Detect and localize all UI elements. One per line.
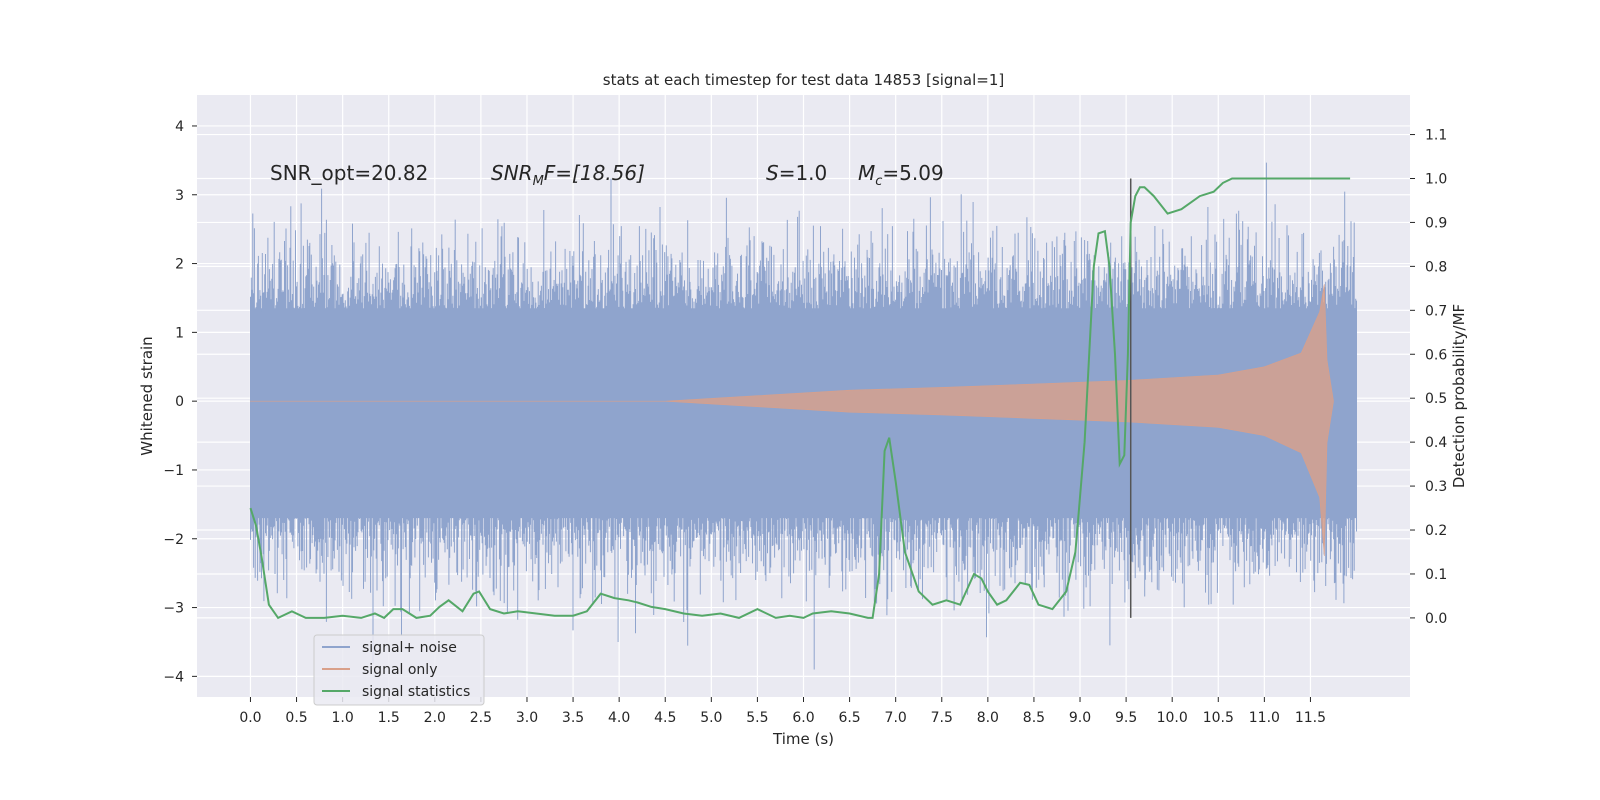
x-tick-13: 6.5 <box>838 710 860 726</box>
legend-label-signal-plus-noise: signal+ noise <box>362 640 457 656</box>
x-tick-11: 5.5 <box>746 710 768 726</box>
series-signal-statistics <box>249 177 1351 620</box>
legend-label-signal-only: signal only <box>362 662 437 678</box>
legend-box <box>313 634 485 706</box>
x-tick-14: 7.0 <box>885 710 907 726</box>
annotation-mc-symbol: M <box>858 161 875 185</box>
annotation-snr-mf-value: F=[18.56] <box>544 161 645 185</box>
right-tick-10: 1.0 <box>1425 171 1447 187</box>
x-tick-5: 2.5 <box>470 710 492 726</box>
right-tick-5: 0.5 <box>1425 391 1447 407</box>
x-tick-6: 3.0 <box>516 710 538 726</box>
annotation-s-value: =1.0 <box>779 161 828 185</box>
annotation-snr-opt: SNR_opt=20.82 <box>270 161 428 185</box>
y-tick-3: −1 <box>163 463 184 479</box>
x-tick-1: 0.5 <box>285 710 307 726</box>
x-tick-19: 9.5 <box>1115 710 1137 726</box>
x-axis-ticks: 0.0 0.5 1.0 1.5 2.0 2.5 3.0 3.5 4.0 4.5 5.0 5.5 6.0 6… <box>239 697 1326 726</box>
right-tick-3: 0.3 <box>1425 479 1447 495</box>
right-tick-7: 0.7 <box>1425 303 1447 319</box>
y-tick-4: 0 <box>175 394 184 410</box>
x-tick-16: 8.0 <box>977 710 999 726</box>
x-tick-8: 4.0 <box>608 710 630 726</box>
y-tick-8: 4 <box>175 119 184 135</box>
x-tick-15: 7.5 <box>931 710 953 726</box>
right-tick-9: 0.9 <box>1425 215 1447 231</box>
x-tick-9: 4.5 <box>654 710 676 726</box>
annotation-snr-mf: SNRMF=[18.56] <box>491 161 645 189</box>
right-axis-ticks: 0.0 0.1 0.2 0.3 0.4 0.5 0.6 0.7 0.8 0.9 1.0 1.1 <box>1410 128 1447 627</box>
annotation-s-symbol: S <box>766 161 779 185</box>
x-tick-22: 11.0 <box>1249 710 1280 726</box>
x-tick-4: 2.0 <box>424 710 446 726</box>
annotations: SNR_opt=20.82 SNRMF=[18.56] S=1.0 Mc=5.0… <box>270 161 944 189</box>
right-tick-11: 1.1 <box>1425 128 1447 144</box>
right-tick-2: 0.2 <box>1425 523 1447 539</box>
annotation-s: S=1.0 <box>766 161 827 185</box>
y-axis-label: Whitened strain <box>138 336 156 455</box>
y-tick-2: −2 <box>163 532 184 548</box>
x-tick-7: 3.5 <box>562 710 584 726</box>
chart-title: stats at each timestep for test data 148… <box>603 71 1004 89</box>
annotation-mc: Mc=5.09 <box>858 161 944 189</box>
right-tick-8: 0.8 <box>1425 259 1447 275</box>
x-tick-0: 0.0 <box>239 710 261 726</box>
legend-label-signal-statistics: signal statistics <box>362 684 470 700</box>
x-tick-20: 10.0 <box>1157 710 1188 726</box>
right-axis-label: Detection probability/MF <box>1450 304 1468 488</box>
x-tick-3: 1.5 <box>378 710 400 726</box>
y-tick-6: 2 <box>175 257 184 273</box>
right-tick-1: 0.1 <box>1425 567 1447 583</box>
y-tick-5: 1 <box>175 325 184 341</box>
right-tick-6: 0.6 <box>1425 347 1447 363</box>
y-axis-ticks: −4 −3 −2 −1 0 1 2 3 4 <box>163 119 197 685</box>
annotation-snr-mf-subscript: M <box>533 174 544 189</box>
x-axis-label: Time (s) <box>772 730 834 748</box>
right-tick-4: 0.4 <box>1425 435 1447 451</box>
y-tick-1: −3 <box>163 601 184 617</box>
x-tick-10: 5.0 <box>700 710 722 726</box>
annotation-mc-subscript: c <box>875 174 882 189</box>
x-tick-17: 8.5 <box>1023 710 1045 726</box>
annotation-mc-value: =5.09 <box>882 161 943 185</box>
right-tick-0: 0.0 <box>1425 611 1447 627</box>
x-tick-2: 1.0 <box>332 710 354 726</box>
x-tick-21: 10.5 <box>1203 710 1234 726</box>
legend: signal+ noise signal only signal statist… <box>313 634 485 706</box>
x-tick-12: 6.0 <box>792 710 814 726</box>
x-tick-23: 11.5 <box>1295 710 1326 726</box>
y-tick-0: −4 <box>163 669 184 685</box>
annotation-snr-mf-symbol: SNR <box>491 161 533 185</box>
y-tick-7: 3 <box>175 188 184 204</box>
x-tick-18: 9.0 <box>1069 710 1091 726</box>
